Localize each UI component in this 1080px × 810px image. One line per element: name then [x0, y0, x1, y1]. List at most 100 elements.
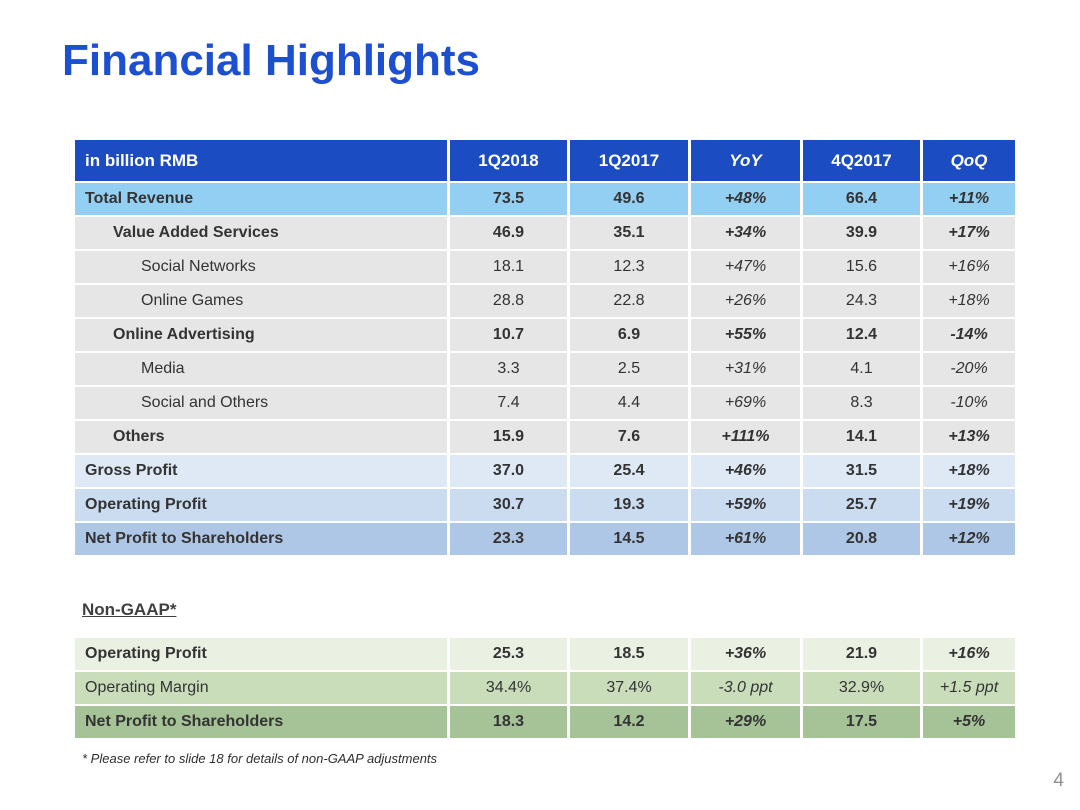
table-header-row: in billion RMB 1Q2018 1Q2017 YoY 4Q2017 … — [75, 140, 1015, 181]
value-1q2017: 22.8 — [567, 285, 688, 317]
value-1q2018: 18.3 — [447, 706, 567, 738]
value-4q2017: 39.9 — [800, 217, 920, 249]
value-qoq: +11% — [920, 183, 1015, 215]
value-qoq: +1.5 ppt — [920, 672, 1015, 704]
value-1q2017: 35.1 — [567, 217, 688, 249]
page-number: 4 — [1053, 770, 1064, 791]
row-label: Value Added Services — [113, 224, 279, 241]
value-1q2018: 73.5 — [447, 183, 567, 215]
value-qoq: +5% — [920, 706, 1015, 738]
value-yoy: +111% — [688, 421, 800, 453]
table-row: Social and Others 7.4 4.4 +69% 8.3 -10% — [75, 385, 1015, 419]
value-1q2017: 25.4 — [567, 455, 688, 487]
table-row: Operating Margin 34.4% 37.4% -3.0 ppt 32… — [75, 670, 1015, 704]
table-row: Operating Profit 25.3 18.5 +36% 21.9 +16… — [75, 636, 1015, 670]
value-yoy: +31% — [688, 353, 800, 385]
footnote: * Please refer to slide 18 for details o… — [82, 751, 438, 766]
row-label: Net Profit to Shareholders — [85, 530, 284, 547]
value-4q2017: 17.5 — [800, 706, 920, 738]
value-1q2017: 18.5 — [567, 638, 688, 670]
table-row: Media 3.3 2.5 +31% 4.1 -20% — [75, 351, 1015, 385]
table-row: Net Profit to Shareholders 23.3 14.5 +61… — [75, 521, 1015, 555]
value-yoy: +36% — [688, 638, 800, 670]
value-4q2017: 20.8 — [800, 523, 920, 555]
value-1q2018: 15.9 — [447, 421, 567, 453]
value-qoq: +16% — [920, 638, 1015, 670]
value-yoy: +55% — [688, 319, 800, 351]
value-qoq: +16% — [920, 251, 1015, 283]
value-1q2018: 18.1 — [447, 251, 567, 283]
row-label: Media — [141, 360, 185, 377]
value-yoy: +29% — [688, 706, 800, 738]
value-1q2017: 49.6 — [567, 183, 688, 215]
value-4q2017: 14.1 — [800, 421, 920, 453]
row-label: Online Games — [141, 292, 244, 309]
table-row: Value Added Services 46.9 35.1 +34% 39.9… — [75, 215, 1015, 249]
non-gaap-table: Operating Profit 25.3 18.5 +36% 21.9 +16… — [75, 636, 1015, 738]
table-row: Social Networks 18.1 12.3 +47% 15.6 +16% — [75, 249, 1015, 283]
value-1q2018: 3.3 — [447, 353, 567, 385]
value-4q2017: 25.7 — [800, 489, 920, 521]
value-4q2017: 21.9 — [800, 638, 920, 670]
value-qoq: +18% — [920, 285, 1015, 317]
value-4q2017: 32.9% — [800, 672, 920, 704]
value-qoq: +18% — [920, 455, 1015, 487]
non-gaap-section-label: Non-GAAP* — [82, 600, 177, 619]
value-4q2017: 15.6 — [800, 251, 920, 283]
value-yoy: +47% — [688, 251, 800, 283]
value-1q2018: 37.0 — [447, 455, 567, 487]
header-4q2017: 4Q2017 — [800, 140, 920, 181]
row-label: Social Networks — [141, 258, 256, 275]
value-1q2017: 6.9 — [567, 319, 688, 351]
value-yoy: +61% — [688, 523, 800, 555]
value-4q2017: 31.5 — [800, 455, 920, 487]
value-1q2017: 12.3 — [567, 251, 688, 283]
table-row: Others 15.9 7.6 +111% 14.1 +13% — [75, 419, 1015, 453]
value-1q2017: 7.6 — [567, 421, 688, 453]
value-4q2017: 66.4 — [800, 183, 920, 215]
value-1q2017: 2.5 — [567, 353, 688, 385]
value-yoy: +46% — [688, 455, 800, 487]
value-4q2017: 4.1 — [800, 353, 920, 385]
table-row: Gross Profit 37.0 25.4 +46% 31.5 +18% — [75, 453, 1015, 487]
table-row: Operating Profit 30.7 19.3 +59% 25.7 +19… — [75, 487, 1015, 521]
value-1q2018: 25.3 — [447, 638, 567, 670]
main-table-body: Total Revenue 73.5 49.6 +48% 66.4 +11% V… — [75, 181, 1015, 555]
value-1q2017: 14.2 — [567, 706, 688, 738]
value-yoy: +59% — [688, 489, 800, 521]
value-qoq: +13% — [920, 421, 1015, 453]
value-1q2017: 4.4 — [567, 387, 688, 419]
value-1q2017: 14.5 — [567, 523, 688, 555]
value-yoy: +69% — [688, 387, 800, 419]
value-1q2017: 19.3 — [567, 489, 688, 521]
table-row: Total Revenue 73.5 49.6 +48% 66.4 +11% — [75, 181, 1015, 215]
value-yoy: -3.0 ppt — [688, 672, 800, 704]
value-1q2018: 10.7 — [447, 319, 567, 351]
header-yoy: YoY — [688, 140, 800, 181]
value-4q2017: 24.3 — [800, 285, 920, 317]
row-label: Operating Profit — [85, 645, 207, 662]
value-qoq: -14% — [920, 319, 1015, 351]
header-unit: in billion RMB — [85, 150, 199, 170]
table-row: Online Advertising 10.7 6.9 +55% 12.4 -1… — [75, 317, 1015, 351]
value-qoq: -10% — [920, 387, 1015, 419]
value-yoy: +34% — [688, 217, 800, 249]
value-qoq: -20% — [920, 353, 1015, 385]
value-qoq: +17% — [920, 217, 1015, 249]
value-1q2018: 28.8 — [447, 285, 567, 317]
row-label: Operating Profit — [85, 496, 207, 513]
row-label: Others — [113, 428, 165, 445]
row-label: Operating Margin — [85, 679, 209, 696]
row-label: Total Revenue — [85, 190, 194, 207]
page-title: Financial Highlights — [62, 36, 481, 85]
value-yoy: +48% — [688, 183, 800, 215]
row-label: Gross Profit — [85, 462, 178, 479]
header-1q2018: 1Q2018 — [447, 140, 567, 181]
value-qoq: +19% — [920, 489, 1015, 521]
row-label: Online Advertising — [113, 326, 255, 343]
row-label: Social and Others — [141, 394, 269, 411]
main-financial-table: in billion RMB 1Q2018 1Q2017 YoY 4Q2017 … — [75, 140, 1015, 555]
header-qoq: QoQ — [920, 140, 1015, 181]
value-1q2018: 7.4 — [447, 387, 567, 419]
value-4q2017: 8.3 — [800, 387, 920, 419]
